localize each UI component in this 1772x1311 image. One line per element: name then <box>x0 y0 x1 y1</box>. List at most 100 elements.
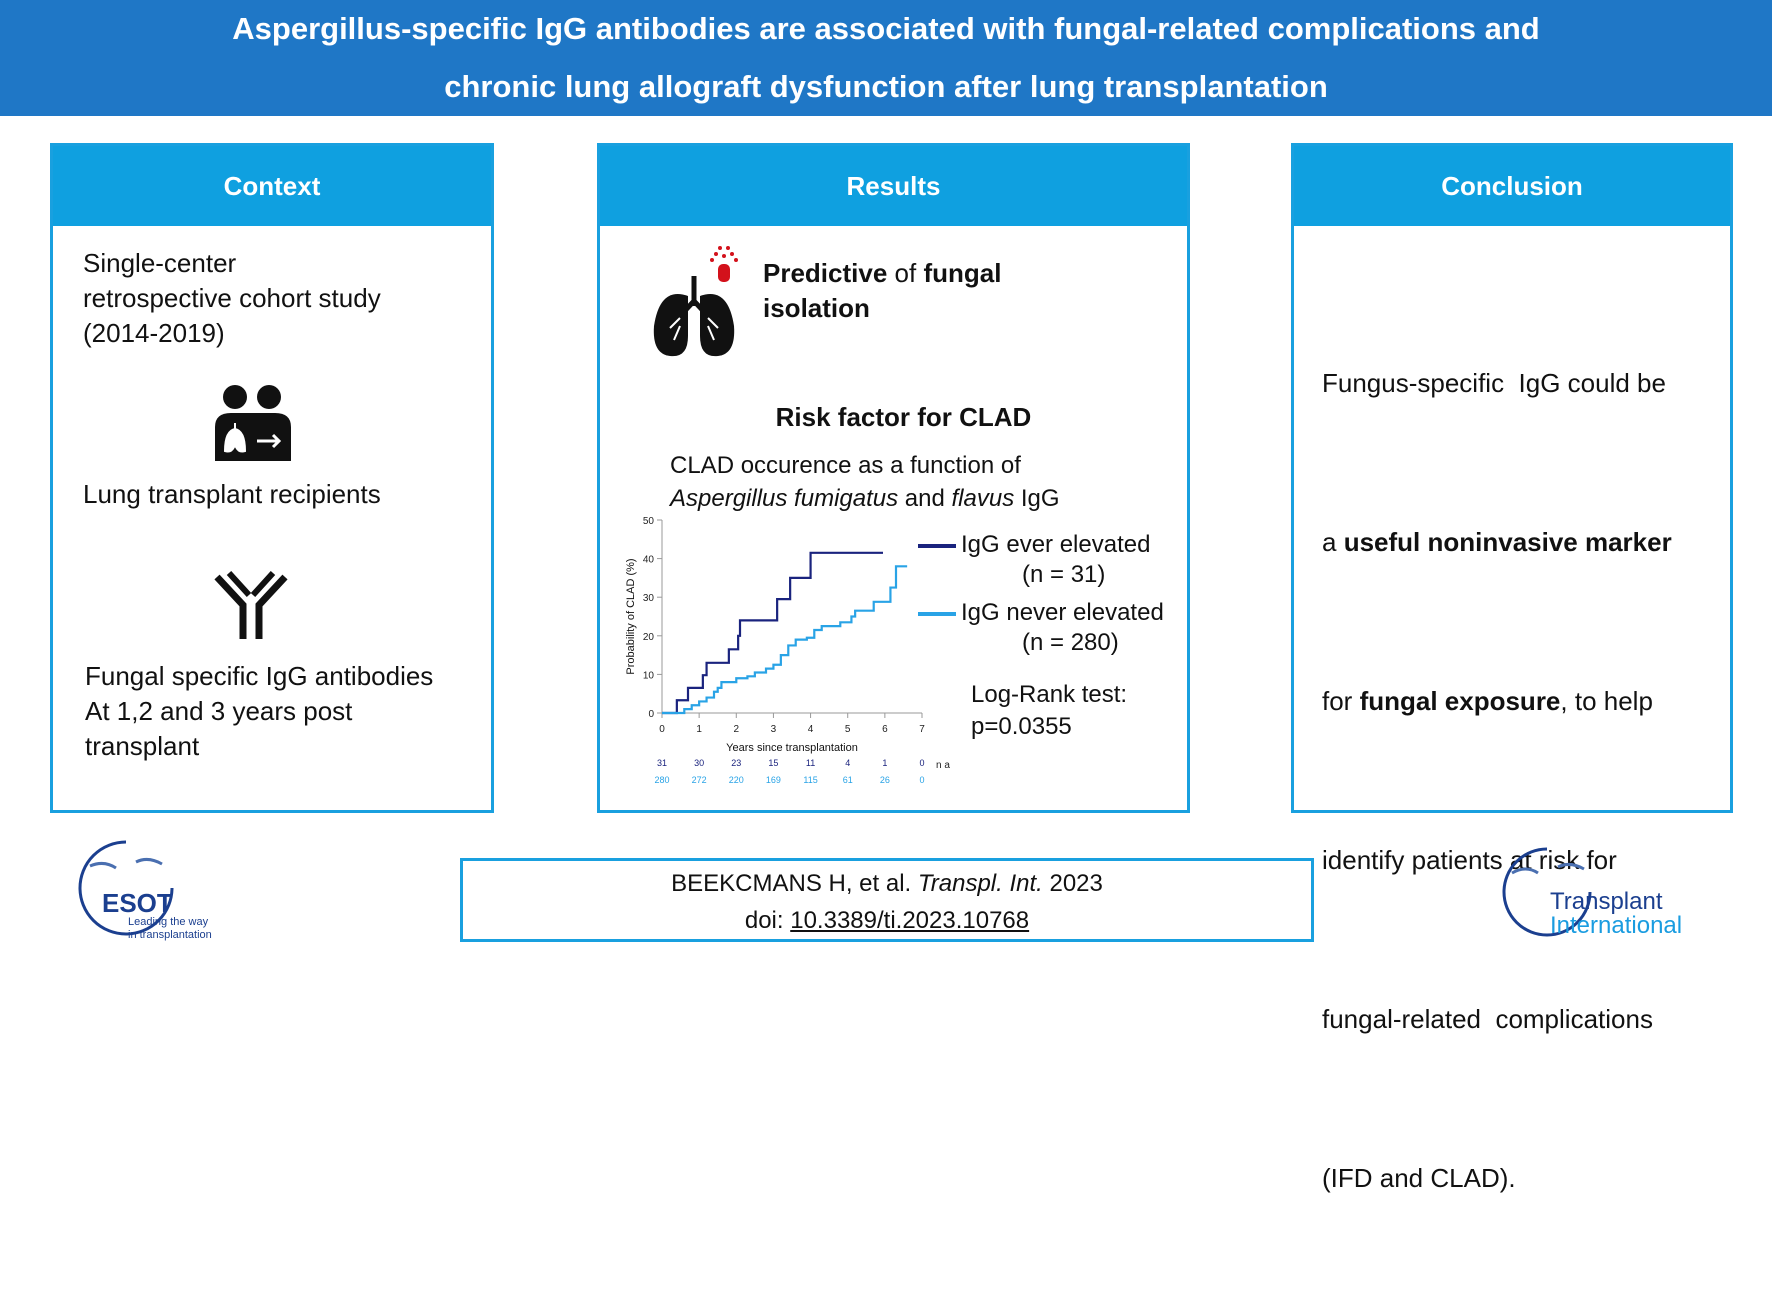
at-risk-count: 23 <box>731 758 741 768</box>
caption-igg: IgG <box>1014 485 1060 512</box>
lungs-icon <box>653 246 738 357</box>
x-tick-label: 3 <box>771 724 777 735</box>
esot-tagline-1: Leading the way <box>128 916 209 928</box>
x-tick-label: 1 <box>696 724 702 735</box>
y-axis-label: Probability of CLAD (%) <box>625 558 637 674</box>
at-risk-count: 169 <box>766 775 781 785</box>
conclusion-text: Fungus-specific IgG could be a useful no… <box>1322 251 1672 1311</box>
predictive-isolation: isolation <box>763 293 870 323</box>
citation-year: 2023 <box>1042 870 1103 897</box>
legend-n-never: (n = 280) <box>1022 629 1119 656</box>
at-risk-count: 31 <box>657 758 667 768</box>
x-tick-label: 5 <box>845 724 851 735</box>
context-panel: Context Single-center retrospective coho… <box>50 143 494 813</box>
x-tick-label: 7 <box>919 724 925 735</box>
at-risk-count: 0 <box>919 758 924 768</box>
at-risk-count: 61 <box>843 775 853 785</box>
ti-line2: International <box>1550 912 1683 939</box>
transplant-international-logo: Transplant International <box>1500 845 1772 945</box>
results-panel: Results Predictive of fungal isolation R… <box>597 143 1190 813</box>
conclusion-to-help: , to help <box>1560 686 1653 716</box>
chart-legend: IgG ever elevated (n = 31) IgG never ele… <box>918 531 1164 659</box>
x-tick-label: 6 <box>882 724 888 735</box>
antibody-line: At 1,2 and 3 years post <box>85 696 353 726</box>
antibody-line: transplant <box>85 731 200 761</box>
ti-wordmark: Transplant International <box>1550 890 1682 938</box>
doi-link[interactable]: 10.3389/ti.2023.10768 <box>790 907 1030 934</box>
study-line: (2014-2019) <box>83 318 225 348</box>
legend-n-ever: (n = 31) <box>1022 561 1106 588</box>
caption-species1: Aspergillus fumigatus <box>670 485 899 512</box>
at-risk-count: 30 <box>694 758 704 768</box>
at-risk-count: 26 <box>880 775 890 785</box>
antibody-description: Fungal specific IgG antibodies At 1,2 an… <box>85 659 433 764</box>
predictive-bold: Predictive <box>763 258 888 288</box>
logrank-p-value: p=0.0355 <box>971 713 1072 740</box>
doi-label: doi: <box>744 907 791 934</box>
y-tick-label: 10 <box>643 670 655 681</box>
km-curve-never <box>662 565 908 715</box>
y-tick-label: 0 <box>648 709 654 720</box>
predictive-text: Predictive of fungal isolation <box>763 256 1001 326</box>
y-tick-label: 30 <box>643 593 655 604</box>
at-risk-count: 280 <box>654 775 669 785</box>
x-axis-label: Years since transplantation <box>726 742 858 754</box>
ti-line1: Transplant <box>1550 888 1663 915</box>
x-tick-label: 4 <box>808 724 814 735</box>
conclusion-line: identify patients at risk for <box>1322 845 1617 875</box>
context-heading: Context <box>53 146 491 226</box>
at-risk-count: 272 <box>692 775 707 785</box>
logrank-label: Log-Rank test: <box>971 681 1128 708</box>
conclusion-panel: Conclusion Fungus-specific IgG could be … <box>1291 143 1733 1193</box>
legend-swatch-never <box>918 612 956 616</box>
at-risk-count: 15 <box>768 758 778 768</box>
at-risk-count: 0 <box>919 775 924 785</box>
esot-name: ESOT <box>102 888 173 918</box>
legend-item-ever: IgG ever elevated <box>918 531 1150 561</box>
citation-box: BEEKCMANS H, et al. Transpl. Int. 2023 d… <box>460 858 1314 942</box>
legend-item-never: IgG never elevated <box>918 599 1164 629</box>
caption-species2: flavus <box>951 485 1015 512</box>
title-banner: Aspergillus-specific IgG antibodies are … <box>0 0 1772 116</box>
legend-label-never: IgG never elevated <box>961 599 1164 626</box>
x-tick-label: 0 <box>659 724 665 735</box>
at-risk-count: 115 <box>803 775 817 785</box>
predictive-of: of <box>887 258 924 288</box>
study-line: retrospective cohort study <box>83 283 381 313</box>
chart-caption: CLAD occurence as a function of Aspergil… <box>670 449 1060 515</box>
at-risk-count: 1 <box>882 758 887 768</box>
esot-tagline-2: in transplantation <box>128 929 212 941</box>
conclusion-exposure: fungal exposure <box>1359 686 1561 716</box>
citation-journal: Transpl. Int. <box>917 870 1043 897</box>
esot-tagline: Leading the way in transplantation <box>128 916 212 942</box>
km-curve-ever <box>662 551 883 715</box>
results-heading: Results <box>600 146 1187 226</box>
legend-swatch-ever <box>918 544 956 548</box>
people-lungs-icon <box>215 385 291 461</box>
antibody-icon <box>214 571 288 639</box>
title-line-2: chronic lung allograft dysfunction after… <box>444 69 1328 104</box>
chart-caption-line1: CLAD occurence as a function of <box>670 452 1021 479</box>
ti-hands-icon <box>1502 847 1592 937</box>
conclusion-heading: Conclusion <box>1294 146 1730 226</box>
y-tick-label: 50 <box>643 516 655 527</box>
x-tick-label: 2 <box>734 724 740 735</box>
esot-hands-icon <box>78 840 174 936</box>
conclusion-a: a <box>1322 527 1344 557</box>
antibody-line: Fungal specific IgG antibodies <box>85 661 434 691</box>
conclusion-line: Fungus-specific IgG could be <box>1322 368 1666 398</box>
risk-factor-title: Risk factor for CLAD <box>775 402 1032 432</box>
predictive-fungal: fungal <box>923 258 1002 288</box>
conclusion-line: (IFD and CLAD). <box>1322 1163 1516 1193</box>
study-line: Single-center <box>83 248 237 278</box>
logrank-test: Log-Rank test: p=0.0355 <box>971 679 1127 743</box>
y-tick-label: 40 <box>643 555 655 566</box>
y-tick-label: 20 <box>643 632 655 643</box>
at-risk-count: 11 <box>806 758 815 768</box>
conclusion-line: fungal-related complications <box>1322 1004 1653 1034</box>
study-description: Single-center retrospective cohort study… <box>83 246 381 351</box>
legend-label-ever: IgG ever elevated <box>961 531 1151 558</box>
conclusion-marker: useful noninvasive marker <box>1343 527 1672 557</box>
at-risk-count: 220 <box>729 775 744 785</box>
